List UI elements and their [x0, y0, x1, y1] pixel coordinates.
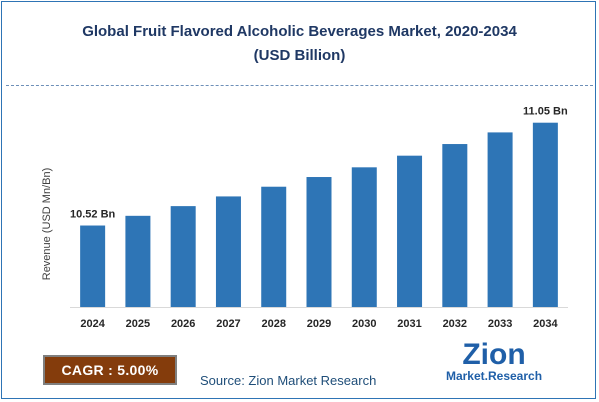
bar-2033 [487, 132, 513, 307]
bar-2025 [125, 215, 151, 307]
bar-2031 [397, 155, 423, 307]
bar-2030 [351, 167, 377, 307]
title-line-1: Global Fruit Flavored Alcoholic Beverage… [82, 23, 517, 40]
cagr-text: CAGR : 5.00% [61, 362, 159, 378]
bar-2032 [442, 144, 468, 307]
zion-logo: Zion Market.Research [446, 338, 542, 383]
bar-2026 [170, 206, 196, 307]
title-line-2: (USD Billion) [253, 47, 346, 64]
data-label-2034: 11.05 Bn [523, 106, 568, 118]
data-label-2024: 10.52 Bn [70, 209, 116, 221]
x-tick-2034: 2034 [533, 318, 558, 330]
logo-bottom-text: Market.Research [446, 369, 542, 383]
x-tick-2029: 2029 [307, 318, 331, 330]
logo-top-text: Zion [462, 338, 525, 371]
y-axis-label: Revenue (USD Mn/Bn) [41, 168, 53, 281]
cagr-badge: CAGR : 5.00% [43, 355, 177, 385]
bar-2027 [215, 196, 241, 307]
x-tick-2033: 2033 [488, 318, 512, 330]
bar-2028 [261, 186, 287, 307]
source-note: Source: Zion Market Research [200, 373, 377, 388]
x-tick-2030: 2030 [352, 318, 376, 330]
x-tick-2032: 2032 [443, 318, 467, 330]
x-tick-2031: 2031 [397, 318, 421, 330]
bar-2029 [306, 177, 332, 307]
title-divider [6, 85, 593, 86]
x-tick-2025: 2025 [126, 318, 150, 330]
bar-2034 [532, 122, 558, 307]
bar-2024 [80, 225, 106, 307]
x-tick-2024: 2024 [80, 318, 105, 330]
x-tick-2026: 2026 [171, 318, 195, 330]
chart-title: Global Fruit Flavored Alcoholic Beverage… [0, 20, 599, 68]
x-tick-2027: 2027 [216, 318, 240, 330]
x-tick-2028: 2028 [261, 318, 285, 330]
